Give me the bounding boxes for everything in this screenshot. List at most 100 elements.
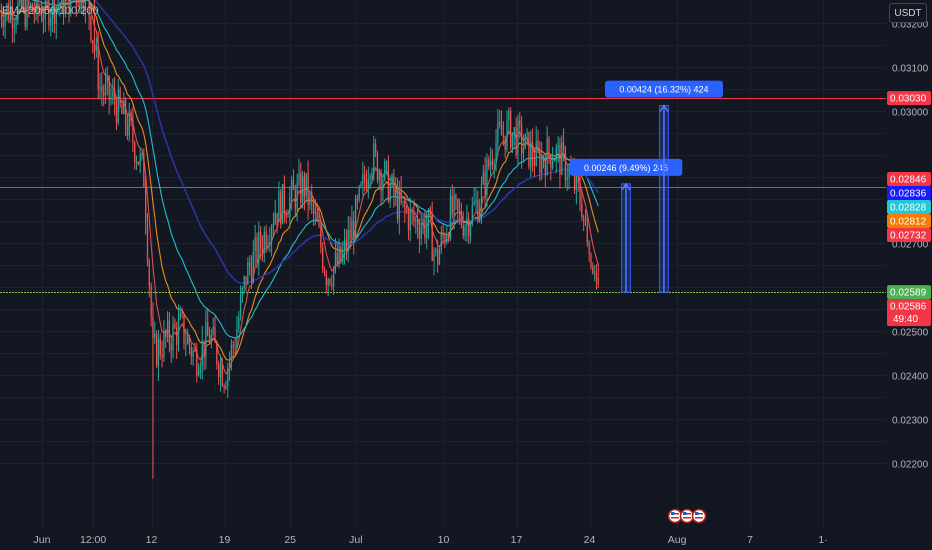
candle-body (362, 173, 364, 184)
candle-body (238, 317, 240, 330)
candle-body (365, 181, 368, 189)
candle-body (429, 208, 431, 214)
candle-body (550, 154, 552, 168)
candle-body (537, 141, 539, 150)
candle-body (207, 322, 209, 337)
candle-body (161, 354, 163, 358)
measurement-label: 0.00424 (16.32%) 424 (619, 85, 708, 95)
measurement-2[interactable]: 0.00424 (16.32%) 424 (604, 80, 723, 293)
candle-body (77, 4, 79, 8)
candle-body (24, 0, 26, 27)
candle-body (418, 230, 421, 239)
economic-event-flag-icon[interactable] (679, 508, 695, 524)
candle-body (108, 76, 110, 100)
candle-body (64, 0, 66, 15)
candle-body (104, 82, 107, 96)
candle-body (250, 267, 253, 283)
candle-body (402, 200, 404, 203)
candle-body (309, 193, 311, 205)
flag-stripe (695, 517, 703, 519)
candle-body (92, 40, 94, 44)
candle-body (449, 195, 452, 239)
candle-body (400, 190, 402, 203)
candle-body (354, 198, 357, 240)
candle-body (28, 0, 30, 7)
currency-button[interactable]: USDT (889, 3, 927, 23)
candle-body (597, 277, 599, 285)
candle-body (384, 161, 386, 180)
candle-body (296, 182, 298, 210)
candle-body (103, 92, 105, 96)
price-label-text: 0.02836 (890, 189, 927, 200)
candle-body (294, 189, 296, 210)
candle-body (145, 187, 147, 222)
candle-body (373, 144, 375, 173)
candle-body (276, 213, 278, 222)
candle-body (130, 112, 132, 121)
candle-body (232, 344, 234, 347)
candle-body (524, 133, 526, 149)
candle-body (172, 324, 174, 351)
candle-body (473, 202, 475, 205)
candle-body (300, 172, 302, 203)
candle-body (265, 231, 267, 248)
candle-body (579, 183, 581, 204)
economic-event-flag-icon[interactable] (691, 508, 707, 524)
candle-body (593, 273, 596, 275)
candle-body (75, 0, 77, 5)
candle-body (581, 203, 583, 218)
candle-body (312, 201, 315, 214)
indicator-label[interactable]: EMA 20/50/100/200 (2, 5, 99, 17)
candle-body (278, 191, 280, 222)
measurement-1[interactable]: 0.00246 (9.49%) 246 (569, 158, 683, 293)
candle-body (298, 172, 300, 183)
candle-body (35, 0, 37, 14)
ema-100-line (30, 0, 599, 339)
candle-body (9, 7, 12, 21)
economic-event-flag-icon[interactable] (667, 508, 683, 524)
candle-body (426, 226, 428, 238)
economic-events[interactable] (667, 508, 707, 524)
price-tick-label: 0.02700 (892, 239, 929, 250)
candle-body (124, 100, 127, 127)
candle-body (415, 219, 417, 221)
horizontal-levels (0, 98, 886, 293)
candle-body (435, 248, 437, 252)
candle-body (515, 127, 517, 156)
candle-body (575, 173, 577, 190)
candle-body (539, 149, 541, 173)
candle-body (338, 246, 340, 265)
candle-body (468, 218, 470, 236)
candle-body (548, 138, 550, 155)
candle-body (566, 177, 568, 180)
price-range-measurements[interactable]: 0.00246 (9.49%) 246 0.00424 (16.32%) 424 (569, 80, 723, 293)
candle-body (8, 3, 10, 21)
candle-body (110, 96, 112, 100)
candle-body (42, 18, 45, 21)
price-axis[interactable]: 0.03200 0.03100 0.03000 0.02700 0.02500 0.024… (886, 0, 932, 550)
time-tick-label: 1· (818, 534, 827, 546)
time-axis[interactable]: Jun 12:00 12 19 25 Jul 10 17 24 Aug 7 1· (0, 530, 886, 550)
candle-body (61, 0, 63, 4)
candle-body (261, 247, 264, 253)
candle-body (568, 166, 570, 178)
candle-body (57, 4, 59, 6)
candle-body (374, 144, 377, 153)
candle-body (553, 160, 556, 162)
candle-body (469, 223, 472, 236)
candle-body (555, 147, 557, 161)
candle-body (159, 338, 161, 355)
candle-body (176, 327, 178, 345)
candle-body (165, 330, 167, 338)
candle-body (199, 366, 202, 373)
candle-body (506, 120, 508, 150)
candle-body (378, 172, 380, 181)
price-label-text: 0.02589 (890, 288, 927, 299)
candle-body (30, 4, 32, 7)
candle-body (81, 0, 83, 7)
price-label-bg (887, 228, 931, 243)
candle-body (154, 333, 156, 338)
candle-body (117, 89, 119, 123)
candle-body (320, 226, 322, 248)
